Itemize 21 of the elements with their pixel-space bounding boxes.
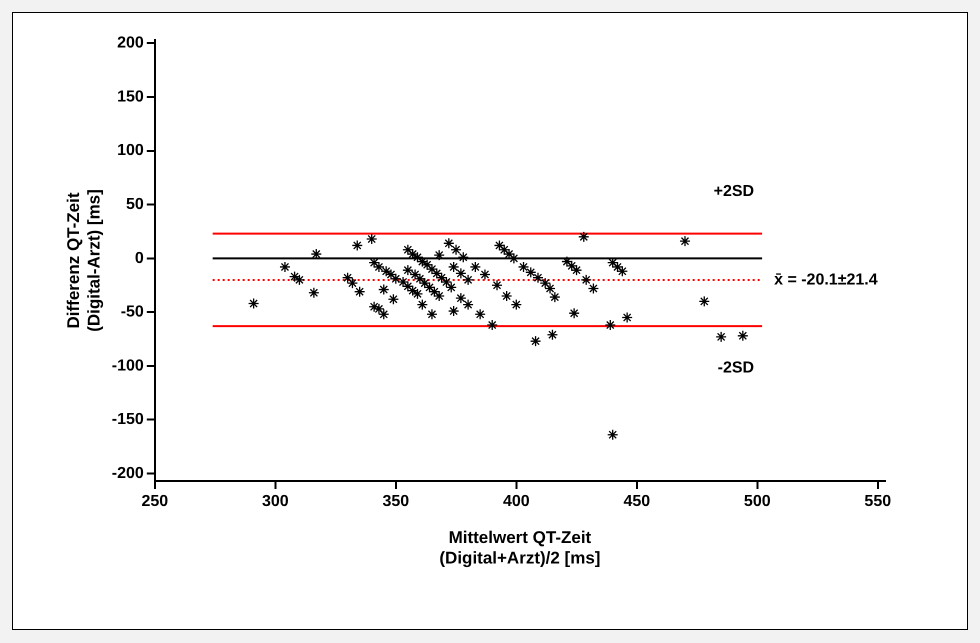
x-tick-label: 250: [141, 493, 168, 510]
y-axis-title: Differenz QT-Zeit (Digital-Arzt) [ms]: [64, 189, 104, 332]
x-tick-label: 550: [864, 493, 892, 510]
y-tick-label: -50: [120, 304, 144, 321]
x-tick-label: 500: [744, 493, 771, 510]
y-tick-label: -100: [112, 357, 144, 374]
x-tick-label: 350: [382, 493, 410, 510]
y-tick-label: 150: [117, 88, 144, 106]
text: +2SD: [714, 183, 754, 200]
x-tick-label: 400: [502, 493, 530, 510]
x-tick-label: 450: [623, 493, 650, 510]
y-tick-label: 0: [134, 250, 144, 267]
y-tick-label: -200: [112, 464, 144, 482]
x-axis-title: Mittelwert QT-Zeit (Digital+Arzt)/2 [ms]: [439, 528, 600, 568]
text: -2SD: [718, 360, 754, 377]
x-tick-label: 300: [262, 493, 289, 510]
y-tick-label: 200: [117, 34, 144, 52]
series-label: x̄ = -20.1±21.4: [774, 271, 878, 288]
y-tick-label: 100: [117, 142, 144, 160]
y-tick-label: 50: [126, 196, 144, 213]
y-tick-label: -150: [112, 411, 144, 428]
